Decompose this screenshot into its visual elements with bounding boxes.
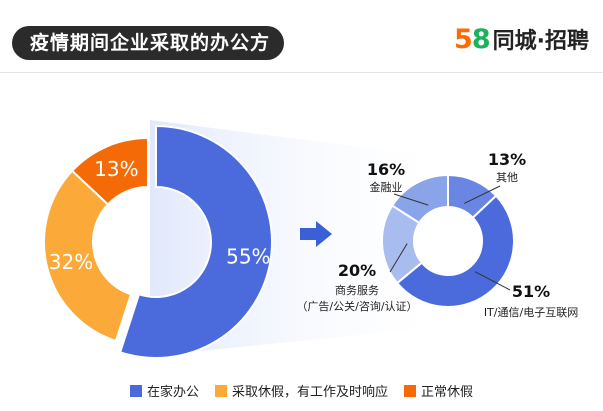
breakdown-value-1: 13% <box>488 150 526 169</box>
breakdown-leader-2 <box>474 271 511 291</box>
logo-number: 58 <box>454 23 491 55</box>
breakdown-name-2: IT/通信/电子互联网 <box>484 306 578 319</box>
breakdown-name-1: 其他 <box>496 171 518 184</box>
main-donut: 55% 32% 13% <box>43 124 273 359</box>
legend-label: 采取休假，有工作及时响应 <box>231 385 388 400</box>
page-title: 疫情期间企业采取的办公方式 <box>12 26 284 88</box>
brand-logo: 58 同城·招聘 <box>454 22 589 56</box>
logo-text: 同城·招聘 <box>492 29 589 54</box>
header-divider <box>0 72 603 73</box>
breakdown-leader-1 <box>464 185 501 204</box>
breakdown-name-3: 商务服务 <box>335 283 379 297</box>
legend-swatch <box>214 384 227 397</box>
legend-item-2: 采取休假，有工作及时响应 <box>214 381 388 400</box>
breakdown-labels: 13% 其他 51% IT/通信/电子互联网 20% 商务服务 （广告/公关/咨询/认证） 1… <box>296 150 578 319</box>
main-slice-2 <box>43 169 133 343</box>
main-slice-label-2: 32% <box>49 250 93 274</box>
legend: 在家办公 采取休假，有工作及时响应 正常休假 <box>0 381 603 400</box>
breakdown-slice-2 <box>395 194 515 308</box>
legend-item-1: 在家办公 <box>129 381 199 400</box>
legend-label: 正常休假 <box>421 385 474 400</box>
legend-item-3: 正常休假 <box>404 381 473 400</box>
legend-swatch <box>129 384 142 397</box>
breakdown-leader-3 <box>389 243 408 273</box>
breakdown-slice-4 <box>390 173 449 225</box>
breakdown-name-4: 金融业 <box>370 180 403 194</box>
breakdown-value-3: 20% <box>338 261 376 280</box>
breakdown-leader-4 <box>393 193 429 206</box>
breakdown-donut <box>381 173 515 308</box>
breakdown-value-4: 16% <box>367 160 405 179</box>
main-slice-label-1: 55% <box>226 245 270 269</box>
main-slice-label-3: 13% <box>94 157 138 181</box>
breakdown-sublabel-3: （广告/公关/咨询/认证） <box>296 299 417 313</box>
main-slice-1 <box>118 124 273 359</box>
arrow-icon <box>300 221 332 247</box>
legend-swatch <box>404 384 416 397</box>
legend-label: 在家办公 <box>146 385 199 400</box>
breakdown-value-2: 51% <box>512 282 550 301</box>
main-slice-3 <box>70 136 149 206</box>
